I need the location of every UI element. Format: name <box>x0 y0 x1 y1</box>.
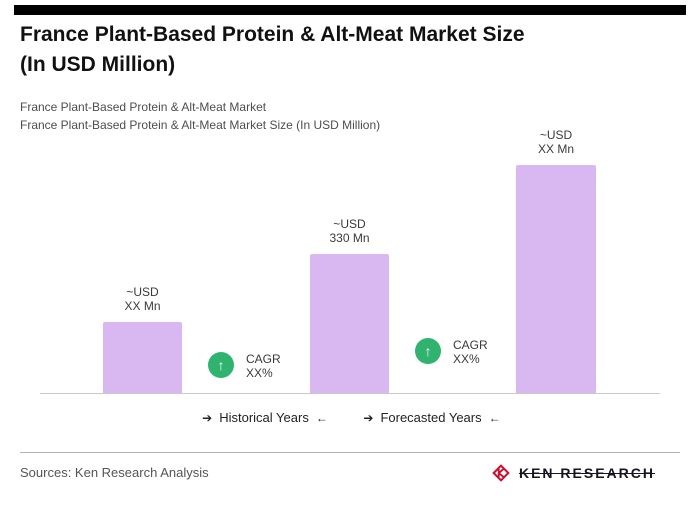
bar-value-line2: 330 Mn <box>329 231 370 245</box>
cagr-badge-historical: ↑ CAGR XX% <box>208 352 281 380</box>
cagr-text: CAGR XX% <box>453 338 488 366</box>
cagr-badge-forecast: ↑ CAGR XX% <box>415 338 488 366</box>
ken-research-logo: KEN RESEARCH <box>490 462 655 484</box>
sources-text: Sources: Ken Research Analysis <box>20 465 209 480</box>
chart-subtitles: France Plant-Based Protein & Alt-Meat Ma… <box>20 98 380 134</box>
left-arrow-icon: ← <box>315 411 328 425</box>
axis-label-text: Historical Years <box>219 410 309 425</box>
cagr-value: XX% <box>453 352 480 366</box>
page-title-line-1: France Plant-Based Protein & Alt-Meat Ma… <box>20 23 525 46</box>
right-arrow-icon: ➔ <box>363 411 374 425</box>
up-arrow-icon: ↑ <box>415 338 441 364</box>
chart-bar <box>310 254 389 393</box>
cagr-label: CAGR <box>453 338 488 352</box>
subtitle-line-1: France Plant-Based Protein & Alt-Meat Ma… <box>20 100 267 114</box>
top-accent-bar <box>14 5 686 15</box>
chart-bar <box>516 165 596 393</box>
bar-value-label: ~USD XX Mn <box>538 128 574 156</box>
bar-value-label: ~USD XX Mn <box>124 285 160 313</box>
bar-chart: ~USD XX Mn ~USD 330 Mn ~USD XX Mn ↑ <box>40 128 660 394</box>
footer-divider <box>20 452 680 453</box>
page-title: France Plant-Based Protein & Alt-Meat Ma… <box>20 20 680 80</box>
bar-value-line1: ~USD <box>126 285 159 299</box>
ken-research-logo-icon <box>492 464 510 482</box>
bar-value-line1: ~USD <box>333 217 366 231</box>
cagr-label: CAGR <box>246 352 281 366</box>
cagr-text: CAGR XX% <box>246 352 281 380</box>
right-arrow-icon: ➔ <box>202 411 213 425</box>
bar-group-historical: ~USD XX Mn <box>103 285 182 393</box>
subtitle-line-2: France Plant-Based Protein & Alt-Meat Ma… <box>20 118 381 132</box>
bar-value-line2: XX Mn <box>537 142 574 156</box>
cagr-value: XX% <box>246 366 273 380</box>
up-arrow-glyph: ↑ <box>424 343 432 359</box>
chart-bar <box>103 322 182 393</box>
axis-label-historical-years: ➔ Historical Years ← <box>155 410 375 425</box>
x-axis-line <box>40 393 660 394</box>
bar-group-forecast: ~USD XX Mn <box>516 128 596 393</box>
page-title-line-2: (In USD Million) <box>20 53 176 76</box>
up-arrow-glyph: ↑ <box>217 357 225 373</box>
bar-value-line1: ~USD <box>539 128 573 142</box>
left-arrow-icon: ← <box>488 411 501 425</box>
bar-value-label: ~USD 330 Mn <box>329 217 369 245</box>
ken-research-logo-text: KEN RESEARCH <box>518 465 655 481</box>
axis-label-forecasted-years: ➔ Forecasted Years ← <box>322 410 542 425</box>
up-arrow-icon: ↑ <box>208 352 234 378</box>
bar-group-base-year: ~USD 330 Mn <box>310 217 389 393</box>
axis-label-text: Forecasted Years <box>380 410 482 425</box>
bar-value-line2: XX Mn <box>124 299 161 313</box>
